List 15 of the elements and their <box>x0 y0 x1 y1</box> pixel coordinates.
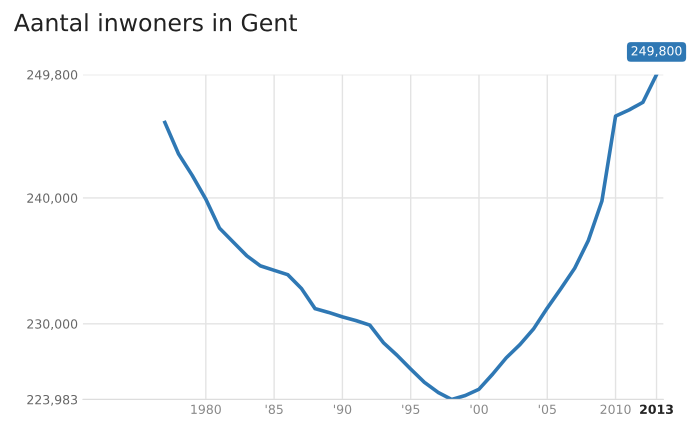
y-tick-label: 240,000 <box>27 193 78 204</box>
x-tick-label: '90 <box>334 404 352 414</box>
x-tick-label: '95 <box>402 404 420 414</box>
x-tick-label: 2013 <box>640 404 673 414</box>
x-tick-label: '05 <box>538 404 556 414</box>
y-tick-label: 223,983 <box>27 394 78 406</box>
y-tick-label: 230,000 <box>27 319 78 330</box>
y-tick-label: 249,800 <box>27 70 78 81</box>
annotation: 249,800 <box>632 46 682 57</box>
line-series <box>163 74 658 400</box>
x-tick-label: 1980 <box>191 404 221 414</box>
x-tick-label: 2010 <box>600 404 631 414</box>
x-tick-label: '00 <box>470 404 488 414</box>
x-tick-label: '85 <box>266 404 283 414</box>
chart-title: Aantal inwoners in Gent <box>14 13 297 32</box>
